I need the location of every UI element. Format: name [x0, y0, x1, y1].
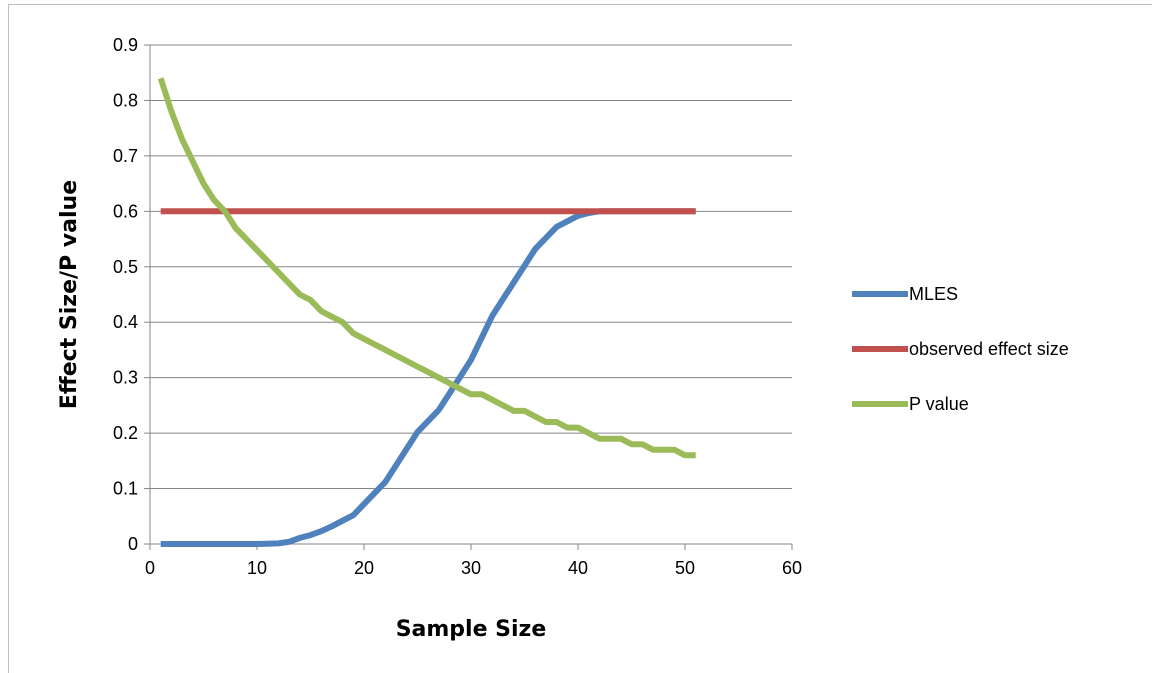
x-tick-label: 50 — [675, 558, 695, 578]
gridlines — [150, 44, 792, 490]
y-tick-label: 0.9 — [113, 35, 138, 55]
axes — [144, 44, 793, 550]
y-axis-title: Effect Size/P value — [57, 180, 82, 409]
y-tick-label: 0.7 — [113, 146, 138, 166]
y-tick-label: 0.3 — [113, 368, 138, 388]
y-tick-label: 0.1 — [113, 479, 138, 499]
series-line-p-value — [157, 77, 696, 459]
legend-label: observed effect size — [909, 339, 1069, 359]
x-tick-label: 10 — [247, 558, 267, 578]
x-tick-labels: 0 10 20 30 40 50 60 — [145, 558, 802, 578]
chart-frame — [8, 4, 1152, 673]
y-tick-label: 0 — [128, 534, 138, 554]
x-tick-label: 0 — [145, 558, 155, 578]
series-lines — [157, 77, 696, 547]
y-tick-label: 0.8 — [113, 90, 138, 110]
y-tick-label: 0.6 — [113, 201, 138, 221]
x-tick-label: 20 — [354, 558, 374, 578]
y-tick-labels: 0 0.1 0.2 0.3 0.4 0.5 0.6 0.7 0.8 0.9 — [113, 35, 138, 554]
series-line-mles — [160, 208, 696, 547]
x-tick-label: 30 — [461, 558, 481, 578]
x-tick-label: 40 — [568, 558, 588, 578]
legend: MLES observed effect size P value — [852, 284, 1069, 414]
legend-label: MLES — [909, 284, 958, 304]
y-tick-label: 0.5 — [113, 257, 138, 277]
x-axis-title: Sample Size — [396, 617, 547, 642]
x-tick-label: 60 — [782, 558, 802, 578]
y-tick-label: 0.2 — [113, 423, 138, 443]
y-tick-label: 0.4 — [113, 312, 138, 332]
legend-label: P value — [909, 394, 969, 414]
